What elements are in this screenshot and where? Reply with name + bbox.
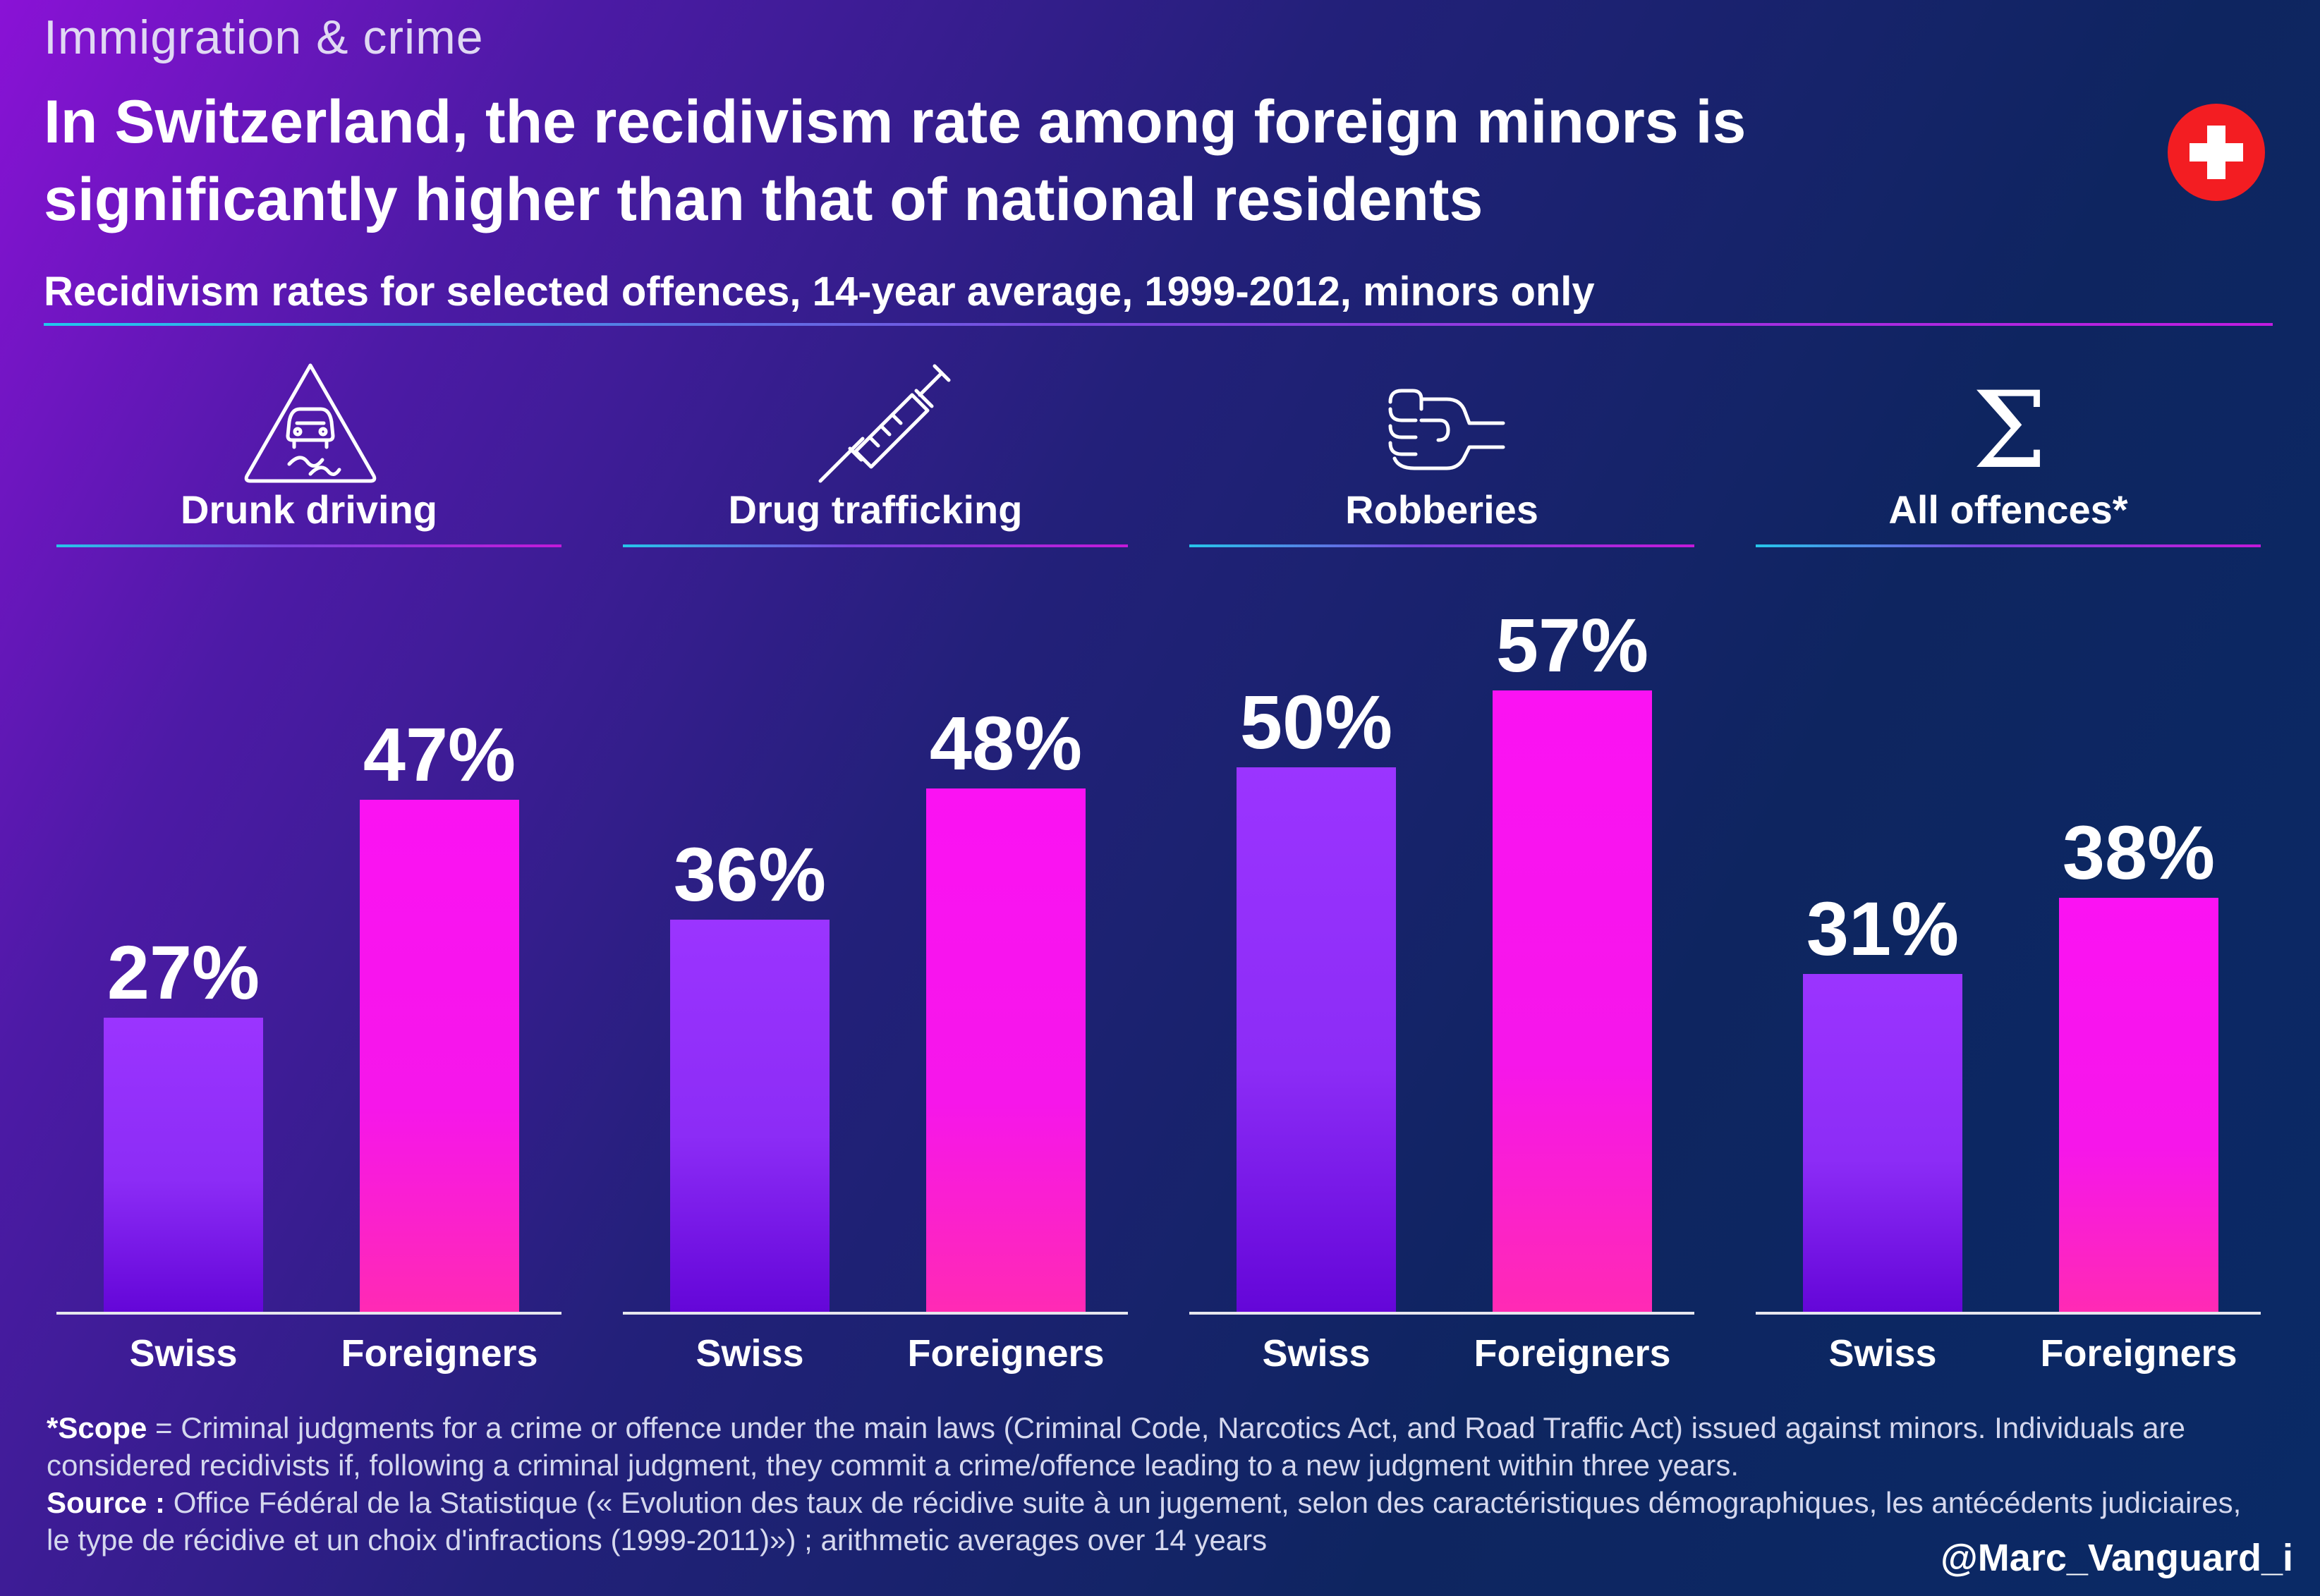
bar-foreigners-4: [2059, 897, 2218, 1312]
syringe-icon: [818, 364, 951, 483]
x-label-swiss: Swiss: [129, 1332, 238, 1375]
baseline: [56, 1312, 561, 1315]
category-label-all-offences: All offences*: [1888, 487, 2128, 532]
baseline: [623, 1312, 1128, 1315]
category-divider: [623, 544, 1128, 547]
author-handle: @Marc_Vanguard_i: [1941, 1537, 2293, 1579]
value-label: 31%: [1806, 886, 1960, 972]
x-label-swiss: Swiss: [1828, 1332, 1937, 1375]
chart-subtitle: Recidivism rates for selected offences, …: [44, 269, 1595, 315]
source-text: Office Fédéral de la Statistique (« Evol…: [47, 1486, 2242, 1557]
category-label-drug-trafficking: Drug trafficking: [728, 487, 1023, 532]
baseline: [1189, 1312, 1694, 1315]
value-label: 38%: [2062, 809, 2216, 895]
source-label: Source :: [47, 1486, 166, 1519]
x-label-foreigners: Foreigners: [341, 1332, 538, 1375]
x-label-swiss: Swiss: [1262, 1332, 1371, 1375]
scope-text: = Criminal judgments for a crime or offe…: [47, 1411, 2185, 1482]
page-title: In Switzerland, the recidivism rate amon…: [44, 88, 1747, 233]
bar-swiss-3: [1237, 767, 1396, 1312]
category-divider: [1756, 544, 2261, 547]
value-label: 47%: [363, 711, 516, 797]
swiss-flag-icon: [2168, 104, 2265, 201]
bar-foreigners-1: [360, 799, 519, 1312]
value-label: 50%: [1239, 678, 1393, 765]
baseline: [1756, 1312, 2261, 1315]
x-label-foreigners: Foreigners: [1474, 1332, 1671, 1375]
slippery-road-warning-icon: [244, 363, 377, 483]
bar-swiss-2: [670, 919, 830, 1312]
bar-swiss-1: [104, 1017, 263, 1312]
value-label: 27%: [107, 929, 260, 1015]
subtitle-divider: [44, 323, 2273, 326]
x-label-foreigners: Foreigners: [907, 1332, 1105, 1375]
footnote: *Scope = Criminal judgments for a crime …: [47, 1409, 2269, 1559]
value-label: 36%: [673, 831, 827, 917]
category-label-drunk-driving: Drunk driving: [180, 487, 438, 532]
category-label-robberies: Robberies: [1345, 487, 1538, 532]
flag-cross-vertical: [2207, 126, 2225, 179]
sigma-icon: Σ: [1972, 370, 2047, 487]
bar-foreigners-2: [926, 788, 1086, 1312]
scope-label: *Scope: [47, 1411, 147, 1444]
category-divider: [56, 544, 561, 547]
bar-foreigners-3: [1493, 690, 1652, 1312]
x-label-swiss: Swiss: [696, 1332, 804, 1375]
bar-swiss-4: [1803, 974, 1962, 1312]
value-label: 57%: [1495, 602, 1649, 688]
fist-icon: [1388, 389, 1505, 470]
svg-text:Σ: Σ: [1972, 370, 2047, 487]
kicker: Immigration & crime: [44, 11, 484, 64]
category-divider: [1189, 544, 1694, 547]
value-label: 48%: [929, 700, 1083, 786]
x-label-foreigners: Foreigners: [2040, 1332, 2237, 1375]
